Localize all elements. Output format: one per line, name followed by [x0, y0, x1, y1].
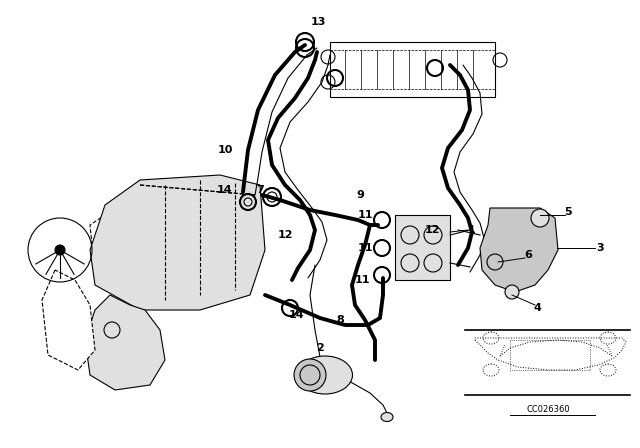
Polygon shape [480, 208, 558, 292]
Bar [330, 42, 495, 97]
Text: 2: 2 [316, 343, 324, 353]
Ellipse shape [298, 356, 353, 394]
Text: 11: 11 [357, 210, 372, 220]
Text: 11: 11 [357, 243, 372, 253]
Circle shape [505, 285, 519, 299]
Text: 12: 12 [424, 225, 440, 235]
Ellipse shape [294, 359, 326, 391]
Bar [395, 215, 450, 280]
Polygon shape [90, 175, 265, 310]
Polygon shape [42, 270, 95, 370]
Text: 13: 13 [310, 17, 326, 27]
Text: CC026360: CC026360 [526, 405, 570, 414]
Text: 14: 14 [217, 185, 233, 195]
Text: 10: 10 [218, 145, 233, 155]
Text: 14: 14 [289, 310, 305, 320]
Text: 12: 12 [277, 230, 292, 240]
Polygon shape [475, 338, 626, 370]
Circle shape [55, 245, 65, 255]
Text: 9: 9 [356, 190, 364, 200]
Text: 11: 11 [355, 275, 370, 285]
Text: 5: 5 [564, 207, 572, 217]
Text: 4: 4 [533, 303, 541, 313]
Text: 3: 3 [596, 243, 604, 253]
Text: 1: 1 [468, 225, 476, 235]
Circle shape [531, 209, 549, 227]
Ellipse shape [381, 413, 393, 422]
Polygon shape [85, 295, 165, 390]
Text: 8: 8 [336, 315, 344, 325]
Text: 7: 7 [256, 185, 264, 195]
Text: 6: 6 [524, 250, 532, 260]
Bar [510, 340, 590, 370]
